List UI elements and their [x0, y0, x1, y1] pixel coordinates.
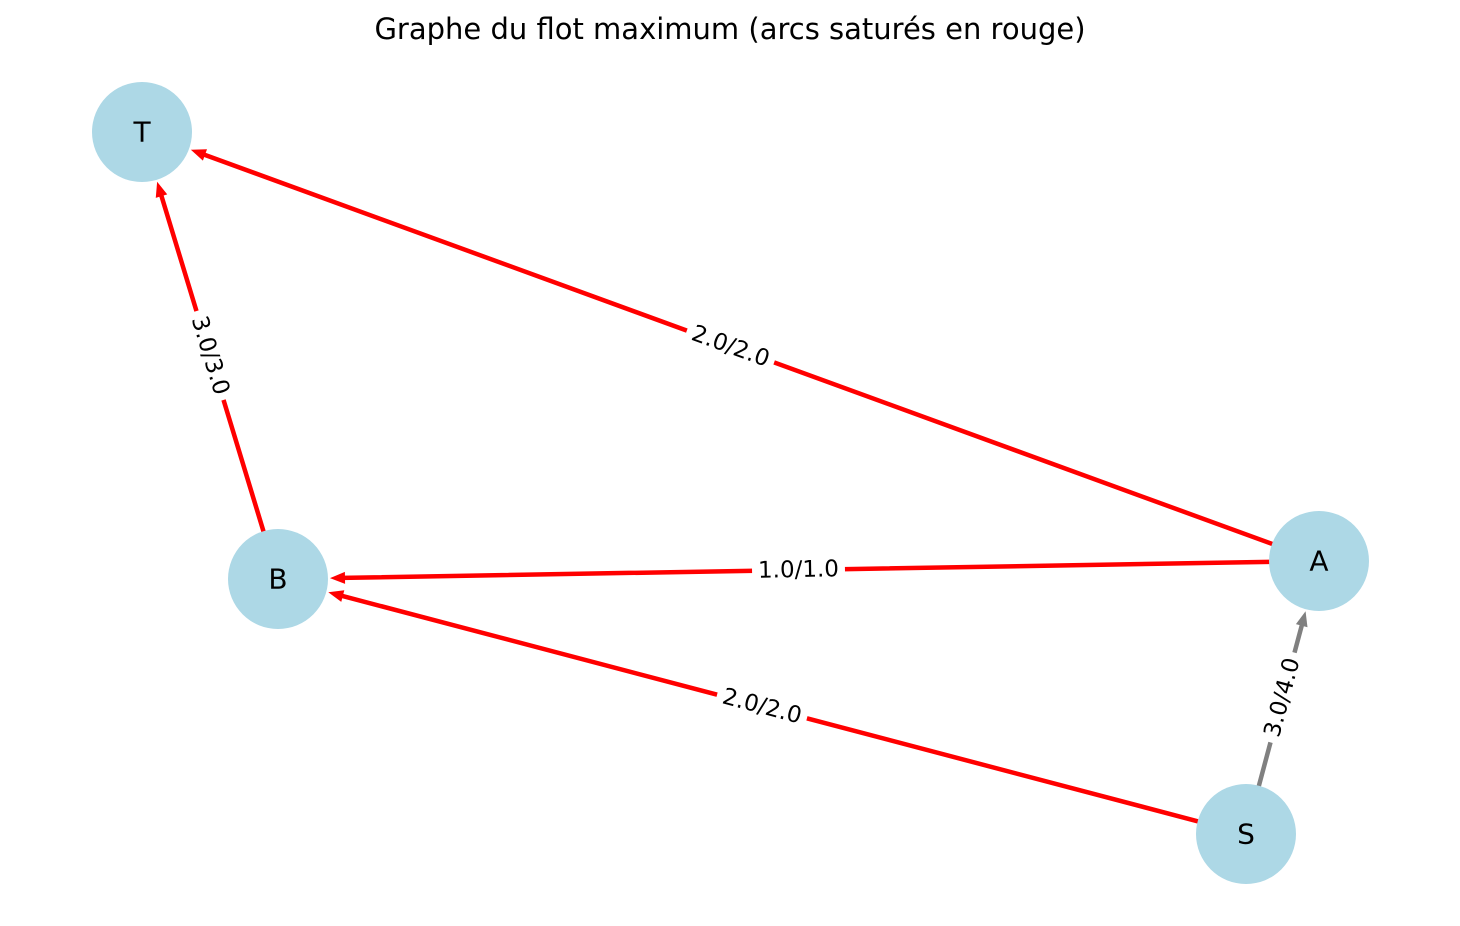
node-circle [1269, 511, 1369, 611]
node-circle [228, 529, 328, 629]
node-t: T [92, 82, 192, 182]
node-label: S [1237, 818, 1255, 851]
edge-label-background [713, 679, 811, 734]
arrowhead-icon [190, 149, 208, 161]
node-circle [1196, 784, 1296, 884]
edge-label-s-a: 3.0/4.0 [1255, 648, 1310, 747]
edge-label-background [181, 306, 239, 405]
arrowhead-icon [1295, 611, 1308, 628]
arrowhead-icon [329, 571, 346, 584]
edge-label-s-b: 2.0/2.0 [713, 679, 811, 734]
nodes-layer: T B A S [92, 82, 1369, 884]
edges-layer [155, 149, 1308, 824]
edge-label-background [751, 553, 846, 587]
edge-label-background [681, 315, 780, 378]
edge-label-text: 1.0/1.0 [758, 556, 839, 583]
edge-label-a-b: 1.0/1.0 [751, 553, 846, 587]
edge-label-a-t: 2.0/2.0 [681, 315, 780, 378]
arrowhead-icon [155, 181, 168, 198]
edge-label-text: 3.0/3.0 [186, 313, 234, 398]
edge-label-background [1255, 648, 1310, 747]
node-b: B [228, 529, 328, 629]
arrowhead-icon [328, 590, 345, 602]
node-label: B [268, 563, 287, 596]
edge-label-text: 2.0/2.0 [688, 320, 773, 372]
edge-label-b-t: 3.0/3.0 [181, 306, 239, 405]
diagram-title: Graphe du flot maximum (arcs saturés en … [374, 12, 1086, 46]
node-s: S [1196, 784, 1296, 884]
edge-labels-layer: 2.0/2.0 3.0/3.0 1.0/1.0 2.0/2.0 3.0/4.0 [181, 306, 1310, 747]
node-a: A [1269, 511, 1369, 611]
node-label: A [1309, 545, 1328, 578]
node-circle [92, 82, 192, 182]
node-label: T [132, 116, 151, 149]
